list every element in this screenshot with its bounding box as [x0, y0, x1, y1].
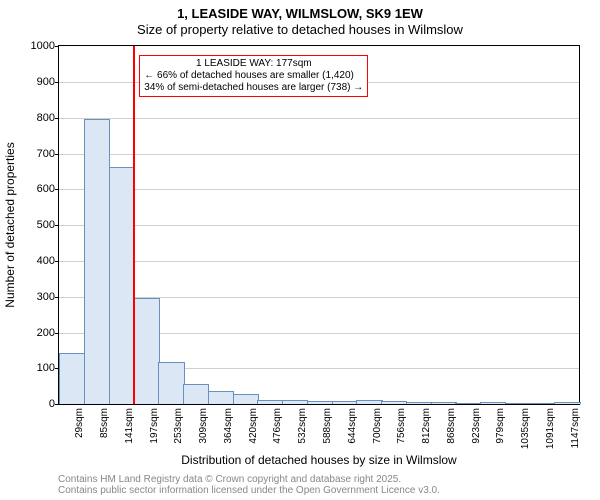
y-tick-label: 1000 — [31, 40, 55, 52]
x-tick-label: 1035sqm — [520, 408, 531, 449]
x-tick-label: 253sqm — [173, 408, 184, 444]
x-tick-label: 420sqm — [248, 408, 259, 444]
x-tick-label: 364sqm — [223, 408, 234, 444]
histogram-bar — [282, 400, 308, 405]
x-tick-label: 309sqm — [198, 408, 209, 444]
x-tick-label: 141sqm — [124, 408, 135, 444]
y-tick-mark — [55, 297, 59, 298]
x-axis-label: Distribution of detached houses by size … — [181, 453, 456, 467]
attribution-line1: Contains HM Land Registry data © Crown c… — [58, 474, 440, 485]
x-tick-label: 197sqm — [149, 408, 160, 444]
chart-title-line1: 1, LEASIDE WAY, WILMSLOW, SK9 1EW — [0, 6, 600, 22]
histogram-bar — [158, 362, 184, 404]
x-tick-label: 644sqm — [347, 408, 358, 444]
attribution-block: Contains HM Land Registry data © Crown c… — [58, 474, 440, 496]
y-tick-label: 800 — [37, 112, 55, 124]
histogram-bar — [406, 402, 432, 404]
histogram-bar — [257, 400, 283, 405]
x-tick-label: 476sqm — [272, 408, 283, 444]
x-tick-label: 923sqm — [471, 408, 482, 444]
chart-container: Number of detached properties 0100200300… — [58, 45, 580, 405]
y-tick-mark — [55, 261, 59, 262]
x-tick-label: 29sqm — [74, 408, 85, 438]
histogram-bar — [356, 400, 382, 405]
annotation-box: 1 LEASIDE WAY: 177sqm← 66% of detached h… — [139, 55, 368, 97]
x-tick-label: 532sqm — [297, 408, 308, 444]
y-tick-label: 700 — [37, 148, 55, 160]
histogram-bar — [480, 402, 506, 404]
y-tick-label: 600 — [37, 183, 55, 195]
y-tick-mark — [55, 118, 59, 119]
x-tick-label: 868sqm — [446, 408, 457, 444]
x-tick-label: 85sqm — [99, 408, 110, 438]
y-tick-mark — [55, 189, 59, 190]
y-tick-mark — [55, 333, 59, 334]
histogram-bar — [109, 167, 135, 404]
y-tick-label: 200 — [37, 327, 55, 339]
x-tick-label: 700sqm — [372, 408, 383, 444]
y-tick-label: 100 — [37, 362, 55, 374]
histogram-bar — [455, 403, 481, 404]
grid-line — [59, 154, 579, 155]
y-tick-mark — [55, 154, 59, 155]
histogram-bar — [233, 394, 259, 404]
grid-line — [59, 189, 579, 190]
x-tick-label: 979sqm — [495, 408, 506, 444]
annotation-line: 34% of semi-detached houses are larger (… — [144, 82, 363, 94]
attribution-line2: Contains public sector information licen… — [58, 485, 440, 496]
grid-line — [59, 261, 579, 262]
histogram-bar — [183, 384, 209, 405]
x-tick-label: 756sqm — [396, 408, 407, 444]
plot-area: 0100200300400500600700800900100029sqm85s… — [58, 45, 580, 405]
x-tick-label: 812sqm — [421, 408, 432, 444]
y-tick-label: 900 — [37, 76, 55, 88]
annotation-line: ← 66% of detached houses are smaller (1,… — [144, 70, 363, 82]
histogram-bar — [332, 401, 358, 404]
histogram-bar — [307, 401, 333, 404]
grid-line — [59, 118, 579, 119]
x-tick-label: 588sqm — [322, 408, 333, 444]
y-tick-label: 500 — [37, 219, 55, 231]
annotation-line: 1 LEASIDE WAY: 177sqm — [144, 58, 363, 70]
histogram-bar — [134, 298, 160, 405]
chart-title-block: 1, LEASIDE WAY, WILMSLOW, SK9 1EW Size o… — [0, 0, 600, 37]
y-tick-mark — [55, 225, 59, 226]
x-tick-label: 1147sqm — [570, 408, 581, 448]
y-tick-mark — [55, 82, 59, 83]
histogram-bar — [505, 403, 531, 404]
histogram-bar — [530, 403, 556, 404]
y-tick-mark — [55, 404, 59, 405]
x-tick-label: 1091sqm — [545, 408, 556, 449]
histogram-bar — [431, 402, 457, 404]
histogram-bar — [208, 391, 234, 405]
reference-line — [133, 46, 135, 404]
histogram-bar — [59, 353, 85, 404]
histogram-bar — [381, 401, 407, 404]
y-axis-label: Number of detached properties — [3, 142, 17, 307]
y-tick-label: 300 — [37, 291, 55, 303]
grid-line — [59, 225, 579, 226]
y-tick-mark — [55, 46, 59, 47]
chart-title-line2: Size of property relative to detached ho… — [0, 22, 600, 38]
histogram-bar — [84, 119, 110, 405]
y-tick-label: 400 — [37, 255, 55, 267]
histogram-bar — [554, 402, 580, 404]
